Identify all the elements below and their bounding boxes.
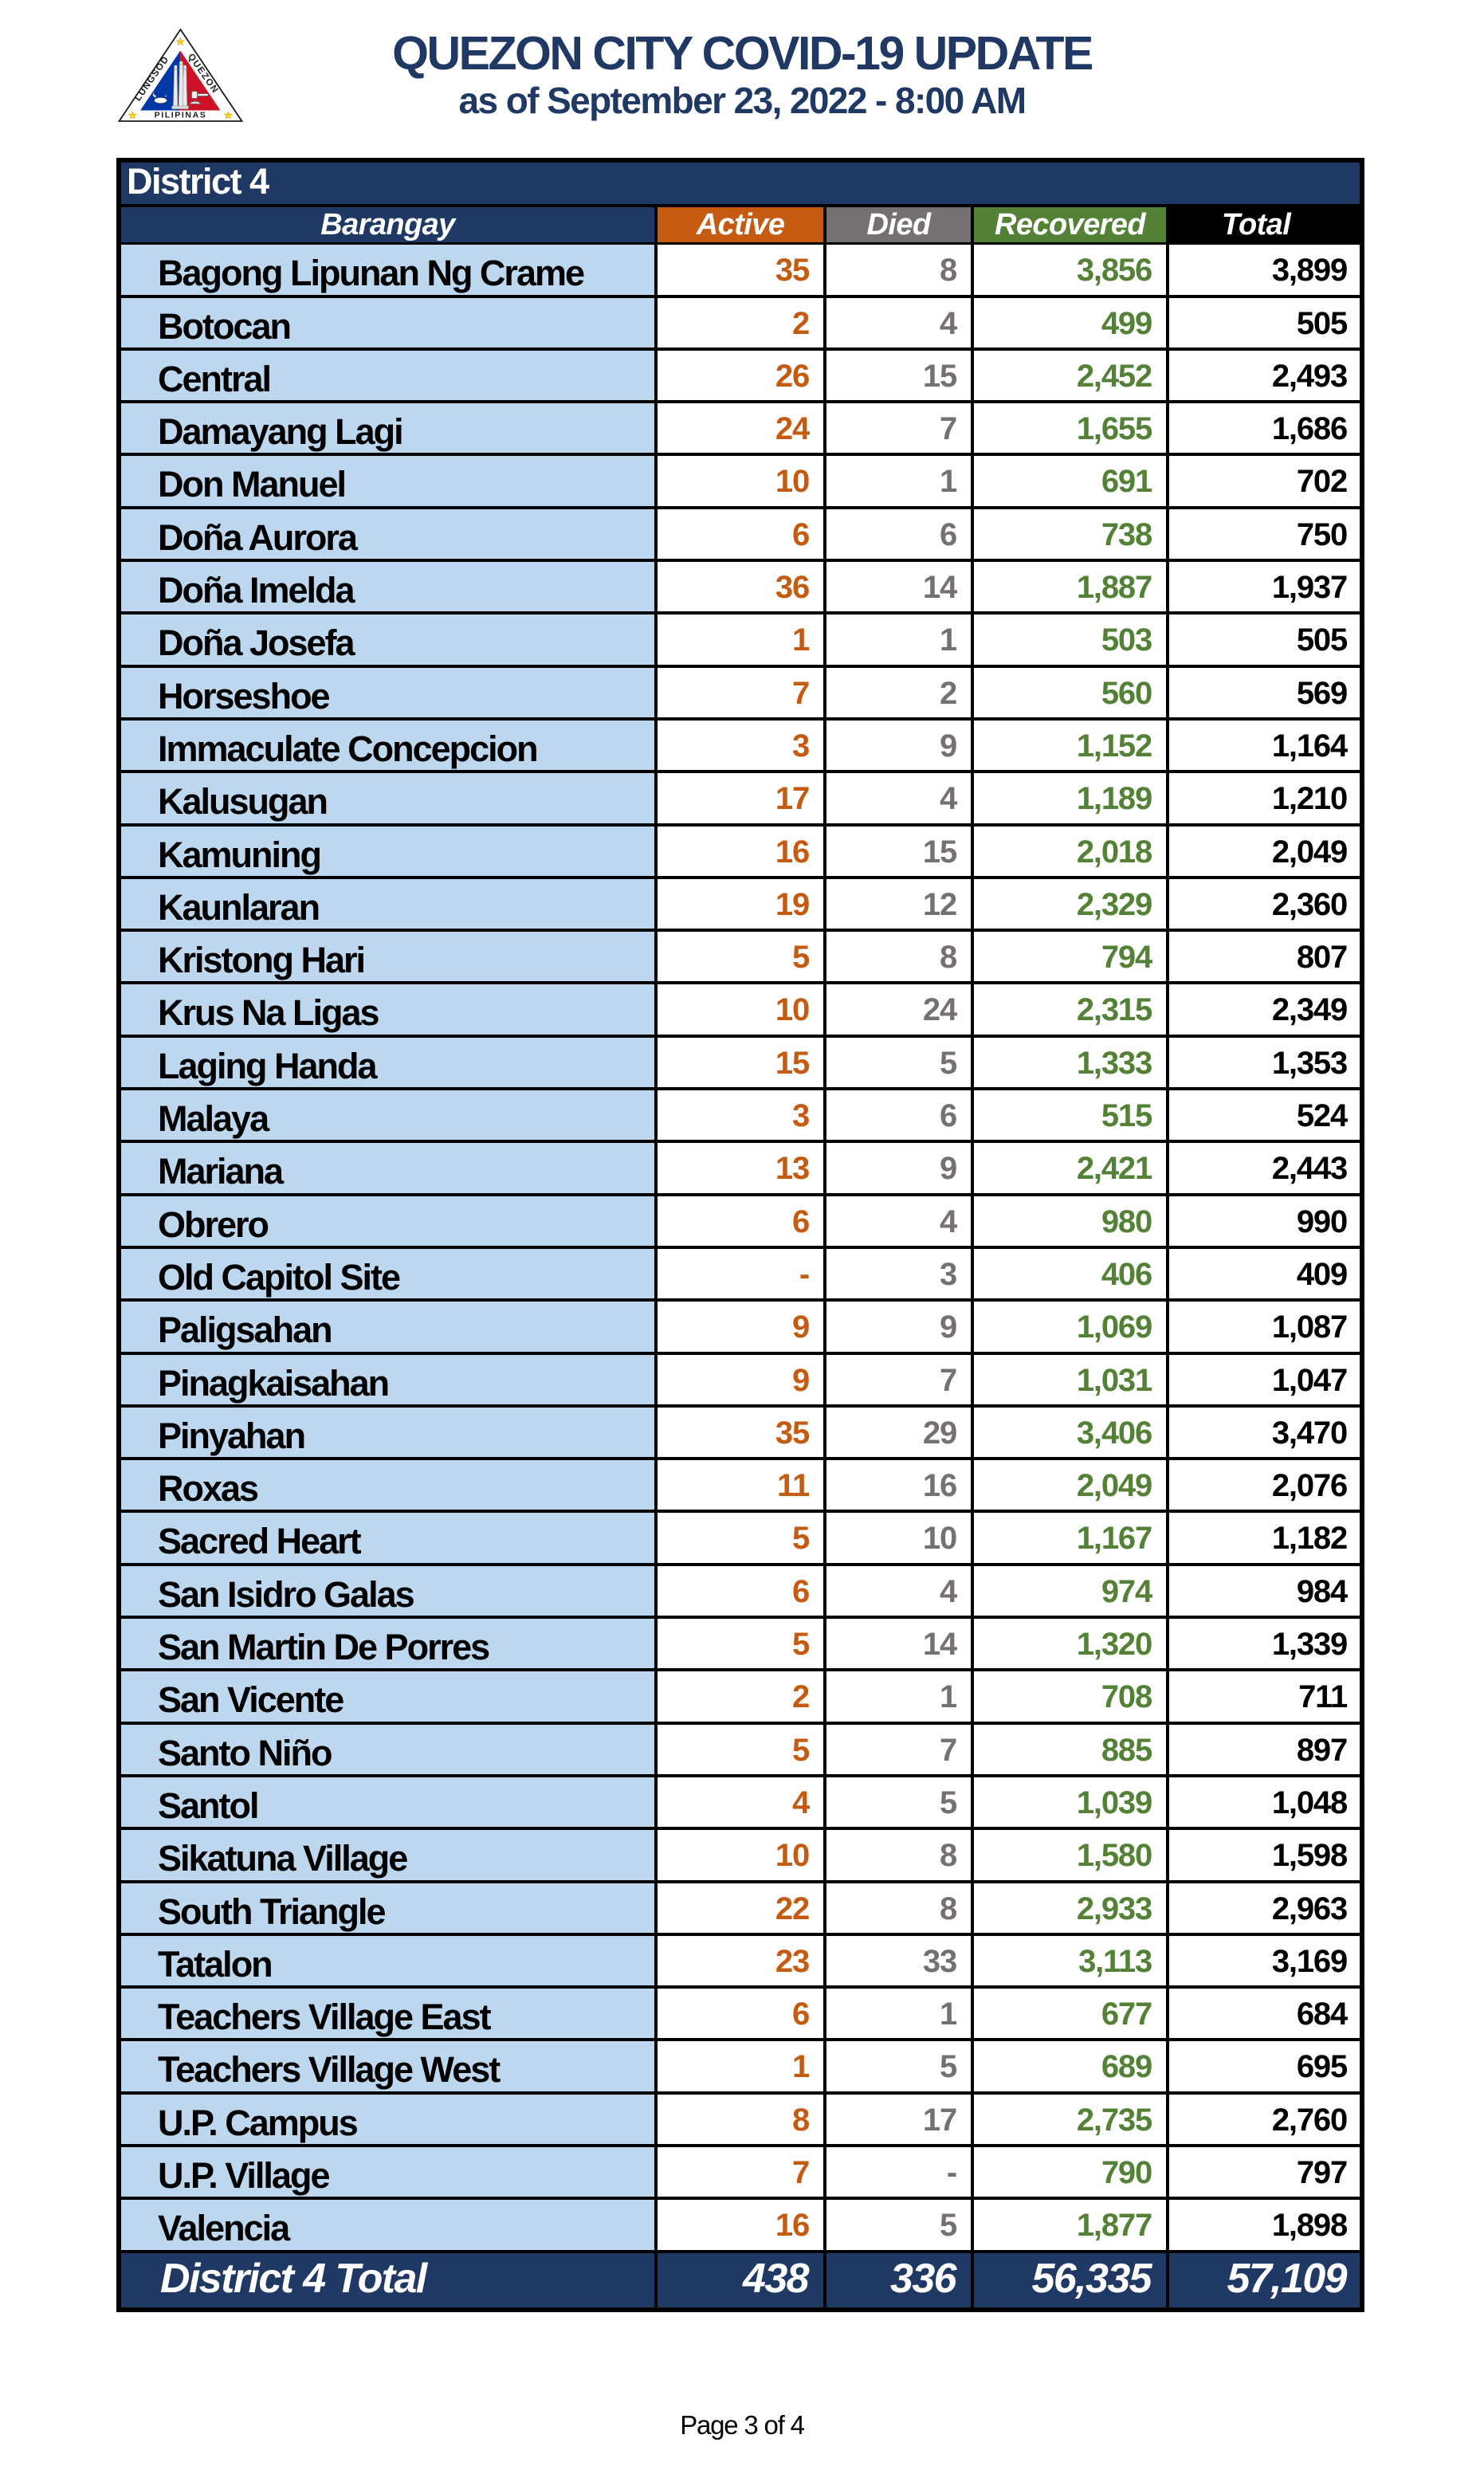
svg-text:PILIPINAS: PILIPINAS: [155, 111, 207, 120]
